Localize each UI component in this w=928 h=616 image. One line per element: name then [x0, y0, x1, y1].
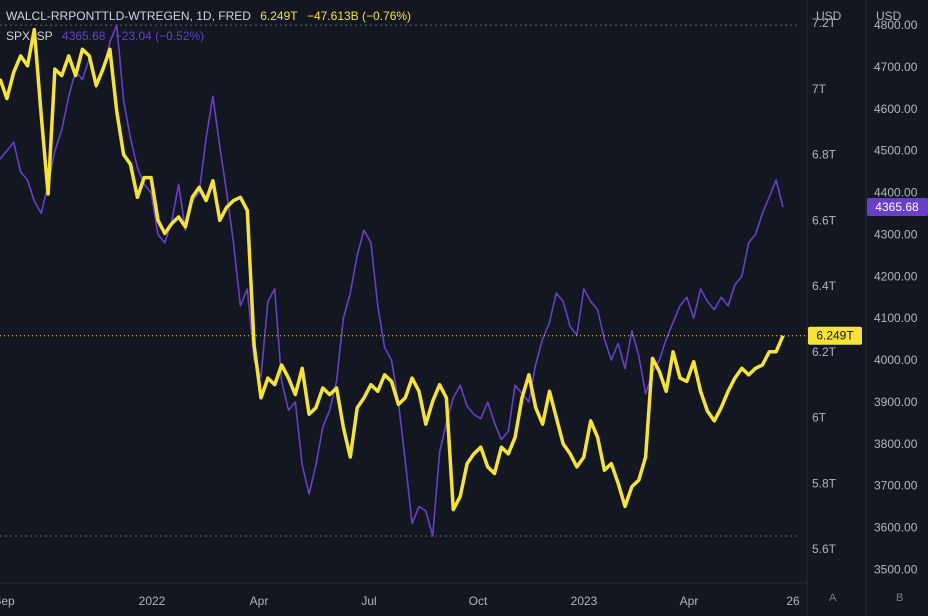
- log-scale-button[interactable]: B: [896, 592, 904, 604]
- right-axis-tick-0: 4800.00: [874, 18, 918, 32]
- left-axis-tick-3: 6.6T: [812, 213, 837, 227]
- right-axis-tick-1: 4700.00: [874, 60, 918, 74]
- left-axis-tick-2: 6.8T: [812, 148, 837, 162]
- left-axis-tick-8: 5.6T: [812, 542, 837, 556]
- right-axis-tick-3: 4500.00: [874, 144, 918, 158]
- right-axis-tick-13: 3500.00: [874, 562, 918, 576]
- legend-liquidity-change: −47.613B (−0.76%): [306, 9, 412, 23]
- right-axis-tick-8: 4000.00: [874, 353, 918, 367]
- right-axis-tick-4: 4400.00: [874, 186, 918, 200]
- x-axis-tick-3: Jul: [361, 594, 376, 608]
- legend-liquidity-name: WALCL-RRPONTTLD-WTREGEN, 1D, FRED: [6, 9, 251, 23]
- x-axis-tick-1: 2022: [139, 594, 166, 608]
- auto-scale-button[interactable]: A: [829, 592, 837, 604]
- x-axis-tick-5: 2023: [571, 594, 598, 608]
- spx-last-value-text: 4365.68: [875, 200, 919, 214]
- right-axis-tick-12: 3600.00: [874, 521, 918, 535]
- right-axis-tick-5: 4300.00: [874, 227, 918, 241]
- x-axis-tick-4: Oct: [469, 594, 488, 608]
- x-axis-tick-7: 26: [786, 594, 800, 608]
- left-axis-tick-0: 7.2T: [812, 16, 837, 30]
- spx-series-line: [0, 24, 784, 537]
- liquidity-last-value-badge: [808, 326, 862, 345]
- x-axis-tick-2: Apr: [250, 594, 269, 608]
- legend-spx-change: −23.04 (−0.52%): [114, 29, 205, 43]
- legend-spx-name: SPX, SP: [6, 29, 53, 43]
- liquidity-last-value-text: 6.249T: [816, 329, 854, 343]
- right-axis-tick-11: 3700.00: [874, 479, 918, 493]
- liquidity-series-line: [0, 27, 785, 512]
- right-axis-tick-10: 3800.00: [874, 437, 918, 451]
- legend-row-spx: SPX, SP 4365.68 −23.04 (−0.52%): [6, 29, 210, 43]
- right-axis-tick-6: 4200.00: [874, 269, 918, 283]
- right-axis-tick-2: 4600.00: [874, 102, 918, 116]
- right-axis-currency: USD: [876, 9, 902, 23]
- legend-liquidity-value: 6.249T: [260, 9, 298, 23]
- left-axis-currency: USD: [816, 9, 842, 23]
- x-axis-tick-6: Apr: [680, 594, 699, 608]
- left-axis-tick-6: 6T: [812, 411, 827, 425]
- left-axis-tick-7: 5.8T: [812, 476, 837, 490]
- x-axis-tick-0: Sep: [0, 594, 15, 608]
- left-axis-tick-4: 6.4T: [812, 279, 837, 293]
- right-axis-tick-9: 3900.00: [874, 395, 918, 409]
- left-axis-tick-5: 6.2T: [812, 345, 837, 359]
- right-axis-tick-7: 4100.00: [874, 311, 918, 325]
- legend-spx-value: 4365.68: [62, 29, 106, 43]
- spx-last-value-badge: [867, 197, 928, 216]
- legend-row-liquidity: WALCL-RRPONTTLD-WTREGEN, 1D, FRED 6.249T…: [6, 9, 417, 23]
- left-axis-tick-1: 7T: [812, 82, 827, 96]
